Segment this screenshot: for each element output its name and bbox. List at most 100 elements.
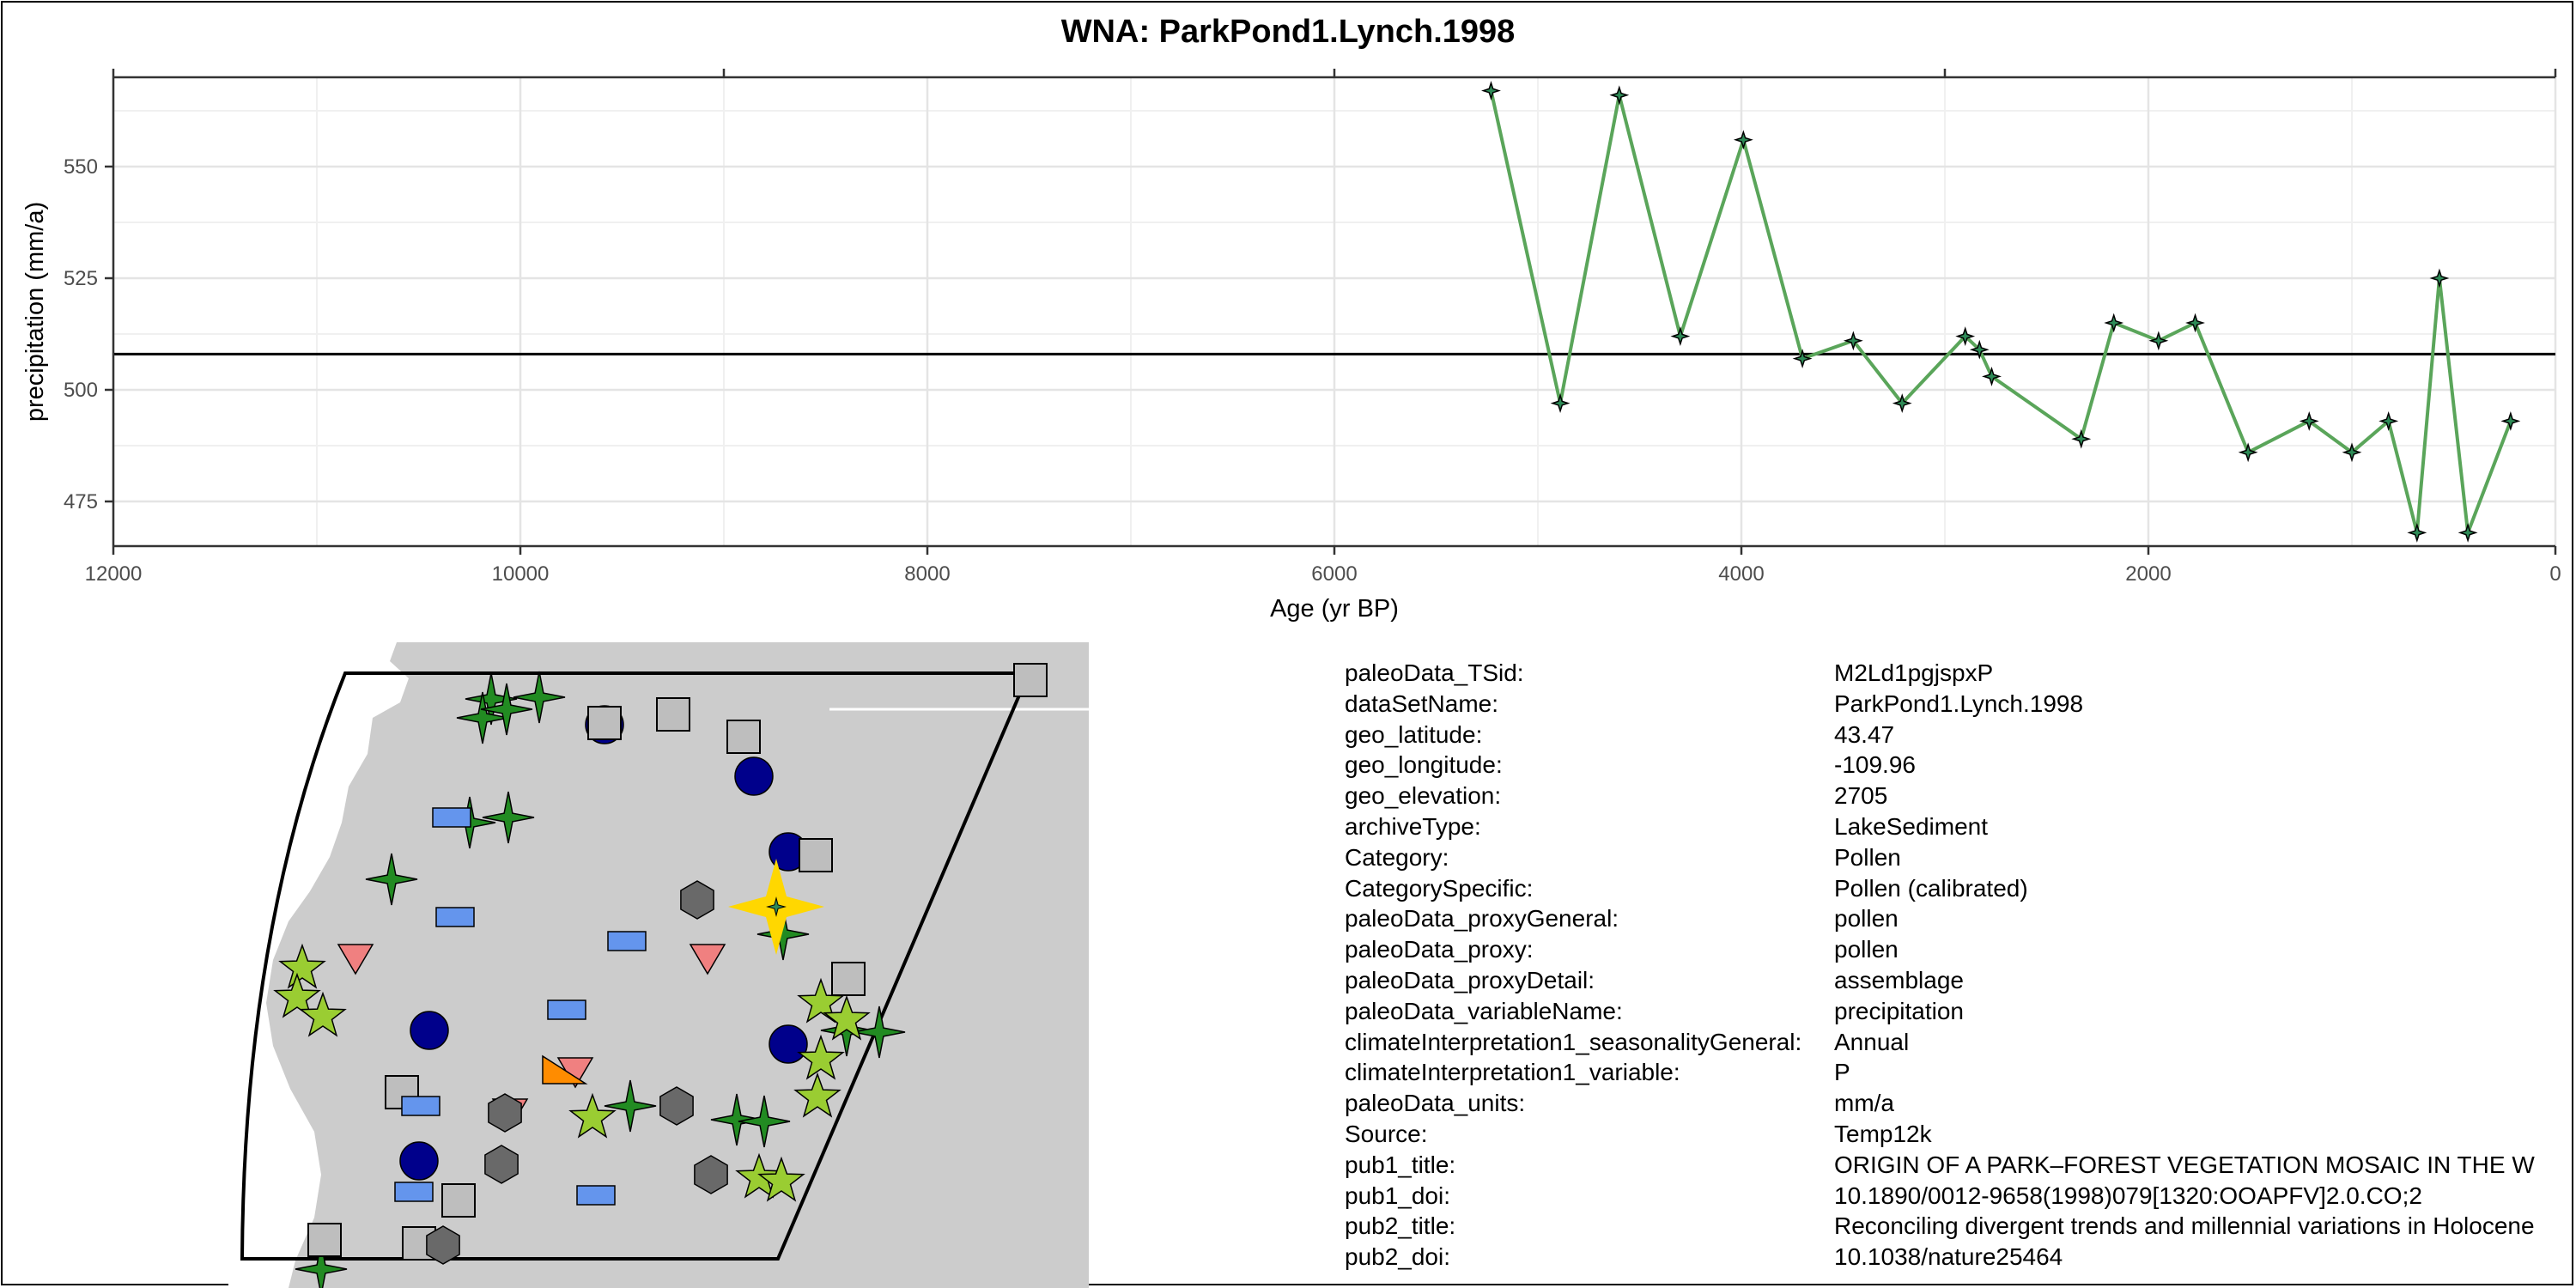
metadata-key: dataSetName: — [1345, 690, 1498, 717]
site-marker-green-star — [480, 683, 533, 736]
site-marker-navy-circle — [769, 1024, 808, 1064]
metadata-value: -109.96 — [1834, 751, 1916, 779]
metadata-row: pub1_title: ORIGIN OF A PARK–FOREST VEGET… — [1345, 1150, 2576, 1181]
metadata-row: Source: Temp12k — [1345, 1119, 2576, 1150]
y-axis-title: precipitation (mm/a) — [21, 202, 49, 422]
data-point — [1843, 331, 1863, 351]
site-marker-lime-star — [757, 1156, 805, 1202]
site-marker-green-star — [738, 1095, 791, 1148]
metadata-value: P — [1834, 1059, 1850, 1086]
data-point — [1733, 130, 1753, 150]
site-marker-hexagon — [659, 1086, 694, 1126]
site-marker-lime-star — [278, 943, 326, 989]
selected-site-marker — [766, 896, 787, 917]
data-point — [1982, 366, 2002, 386]
metadata-value: ORIGIN OF A PARK–FOREST VEGETATION MOSAI… — [1834, 1151, 2535, 1178]
metadata-value: mm/a — [1834, 1090, 1894, 1117]
metadata-key: pub1_doi: — [1345, 1182, 1451, 1209]
site-marker-hexagon — [694, 1155, 728, 1194]
site-marker-navy-circle — [399, 1141, 439, 1181]
metadata-key: geo_longitude: — [1345, 751, 1503, 779]
data-point — [1969, 339, 1990, 360]
data-point — [2148, 331, 2169, 351]
data-point — [2379, 410, 2399, 431]
metadata-value: pollen — [1834, 936, 1899, 963]
site-marker-green-star — [513, 671, 566, 724]
metadata-row: paleoData_variableName: precipitation — [1345, 996, 2576, 1027]
metadata-key: paleoData_proxyGeneral: — [1345, 905, 1619, 933]
x-tick-label: 2000 — [2125, 562, 2171, 586]
site-marker-green-star — [295, 1242, 348, 1288]
metadata-value: Annual — [1834, 1028, 1910, 1055]
metadata-row: geo_elevation: 2705 — [1345, 781, 2576, 811]
x-tick-label: 12000 — [85, 562, 143, 586]
metadata-key: CategorySpecific: — [1345, 874, 1534, 902]
site-marker-orange-triangle — [542, 1054, 588, 1084]
site-marker-hexagon — [488, 1093, 522, 1133]
metadata-key: Source: — [1345, 1120, 1428, 1147]
site-marker-gray-square — [656, 697, 690, 732]
site-marker-blue-rect — [576, 1185, 616, 1206]
site-marker-blue-rect — [607, 931, 647, 951]
metadata-key: paleoData_variableName: — [1345, 997, 1623, 1024]
series-line — [1489, 90, 2512, 535]
data-point — [2342, 442, 2362, 463]
chart-title: WNA: ParkPond1.Lynch.1998 — [1060, 14, 1516, 50]
site-marker-lime-star — [823, 994, 871, 1041]
metadata-value: precipitation — [1834, 997, 1964, 1024]
data-point — [2238, 442, 2258, 463]
metadata-key: paleoData_TSid: — [1345, 659, 1524, 686]
site-marker-navy-circle — [734, 756, 774, 796]
metadata-value: M2Ld1pgjspxP — [1834, 659, 1994, 686]
site-marker-blue-rect — [435, 907, 475, 927]
metadata-row: paleoData_proxyGeneral: pollen — [1345, 903, 2576, 934]
metadata-table: paleoData_TSid: M2Ld1pgjspxP dataSetName: P… — [1345, 658, 2576, 1286]
site-marker-lime-star — [735, 1152, 783, 1199]
data-point — [2071, 428, 2092, 449]
site-marker-lime-star — [797, 977, 845, 1024]
metadata-key: geo_elevation: — [1345, 782, 1502, 810]
map-extent-outline — [240, 671, 1032, 1261]
y-tick-label: 500 — [64, 379, 98, 402]
metadata-key: paleoData_units: — [1345, 1090, 1526, 1117]
site-marker-blue-rect — [547, 999, 586, 1020]
data-point — [2185, 313, 2205, 333]
metadata-key: climateInterpretation1_variable: — [1345, 1059, 1680, 1086]
metadata-row: Category: Pollen — [1345, 842, 2576, 873]
metadata-row: paleoData_TSid: M2Ld1pgjspxP — [1345, 658, 2576, 689]
metadata-row: geo_longitude: -109.96 — [1345, 750, 2576, 781]
metadata-row: paleoData_units: mm/a — [1345, 1088, 2576, 1119]
site-marker-gray-square — [799, 838, 833, 872]
y-tick-label: 525 — [64, 267, 98, 290]
site-marker-green-star — [710, 1093, 763, 1146]
metadata-value: 10.1890/0012-9658(1998)079[1320:OOAPFV]2… — [1834, 1182, 2422, 1209]
site-marker-green-star — [465, 672, 518, 726]
site-marker-hexagon — [680, 880, 714, 920]
metadata-row: archiveType: LakeSediment — [1345, 811, 2576, 842]
metadata-key: climateInterpretation1_seasonalityGenera… — [1345, 1028, 1802, 1055]
data-point — [2500, 410, 2521, 431]
metadata-key: pub1_title: — [1345, 1151, 1456, 1178]
site-marker-blue-rect — [432, 807, 471, 828]
site-marker-gray-square — [587, 706, 622, 740]
metadata-value: Pollen — [1834, 843, 1901, 871]
site-marker-lime-star — [793, 1072, 841, 1118]
site-marker-green-star — [820, 1004, 873, 1057]
x-tick-label: 8000 — [904, 562, 950, 586]
metadata-value: 43.47 — [1834, 720, 1895, 748]
metadata-value: Reconciling divergent trends and millenn… — [1834, 1212, 2535, 1240]
y-tick-label: 550 — [64, 155, 98, 179]
y-tick-label: 475 — [64, 490, 98, 513]
metadata-value: assemblage — [1834, 966, 1964, 993]
site-marker-pink-triangle — [689, 944, 726, 975]
site-map — [228, 642, 1089, 1288]
site-marker-lime-star — [797, 1034, 845, 1080]
ocean-area — [228, 642, 409, 1288]
metadata-value: Temp12k — [1834, 1120, 1932, 1147]
site-marker-green-star — [456, 691, 509, 744]
data-point — [1481, 81, 1501, 101]
metadata-key: paleoData_proxy: — [1345, 936, 1534, 963]
site-marker-green-star — [482, 791, 535, 844]
site-marker-gray-square — [441, 1183, 476, 1218]
